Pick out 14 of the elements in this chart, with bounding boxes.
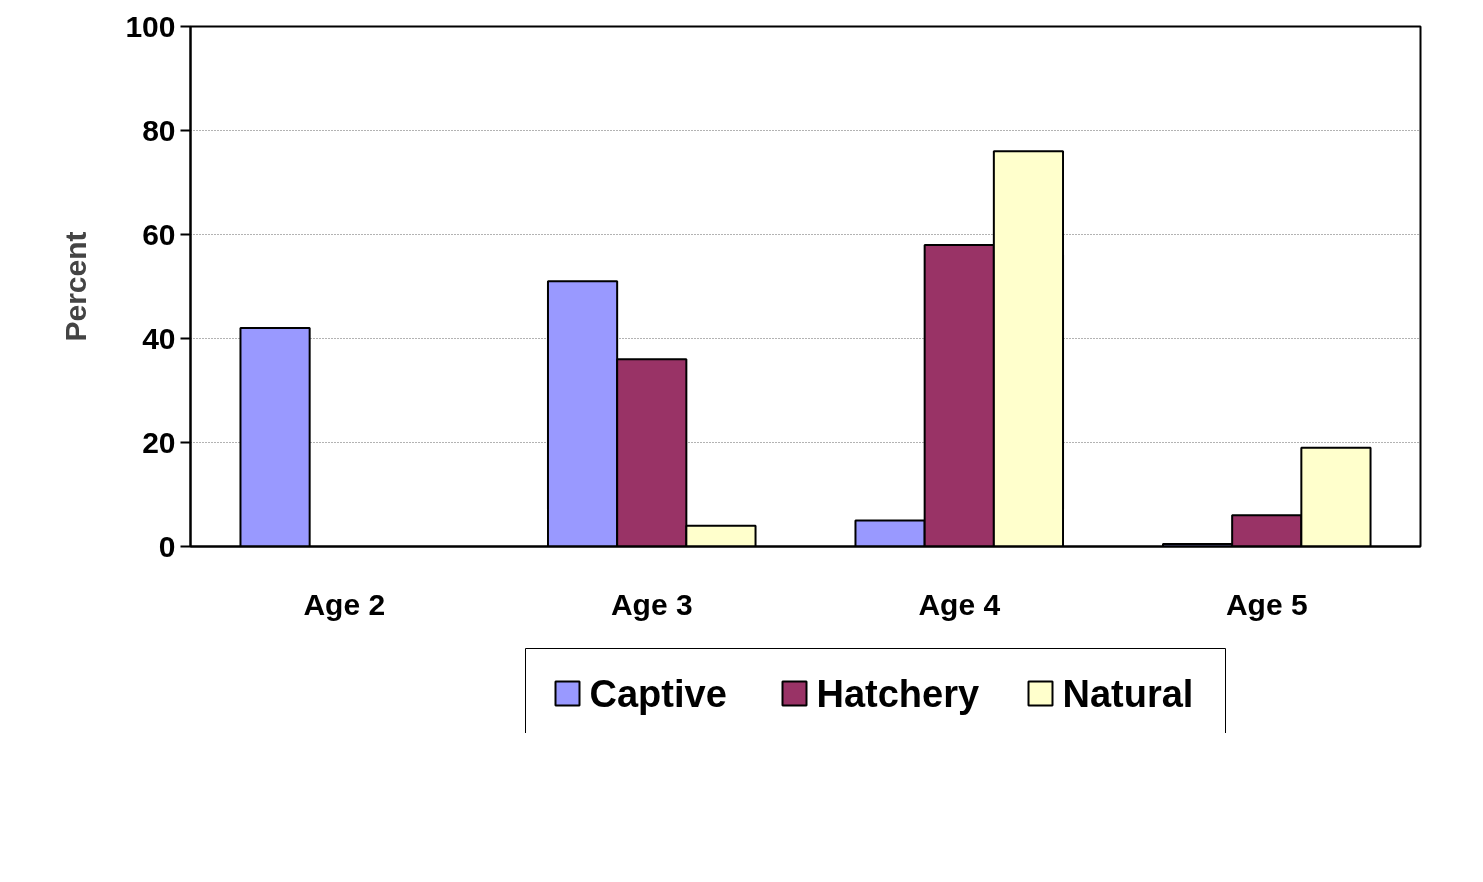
x-tick-label: Age 4 — [918, 587, 1001, 621]
y-tick-label: 20 — [142, 425, 176, 459]
legend-label: Natural — [1062, 672, 1194, 715]
legend-label: Captive — [589, 672, 727, 715]
x-tick-label: Age 3 — [610, 587, 693, 621]
legend-label: Hatchery — [816, 672, 980, 715]
y-tick-label: 40 — [142, 321, 176, 355]
y-tick-label: 100 — [125, 9, 176, 43]
x-tick-label: Age 2 — [303, 587, 386, 621]
y-axis-title: Percent — [59, 231, 93, 342]
y-tick-label: 0 — [158, 529, 176, 563]
y-tick-label: 80 — [142, 113, 176, 147]
x-tick-label: Age 5 — [1225, 587, 1308, 621]
y-tick-label: 60 — [142, 217, 176, 251]
